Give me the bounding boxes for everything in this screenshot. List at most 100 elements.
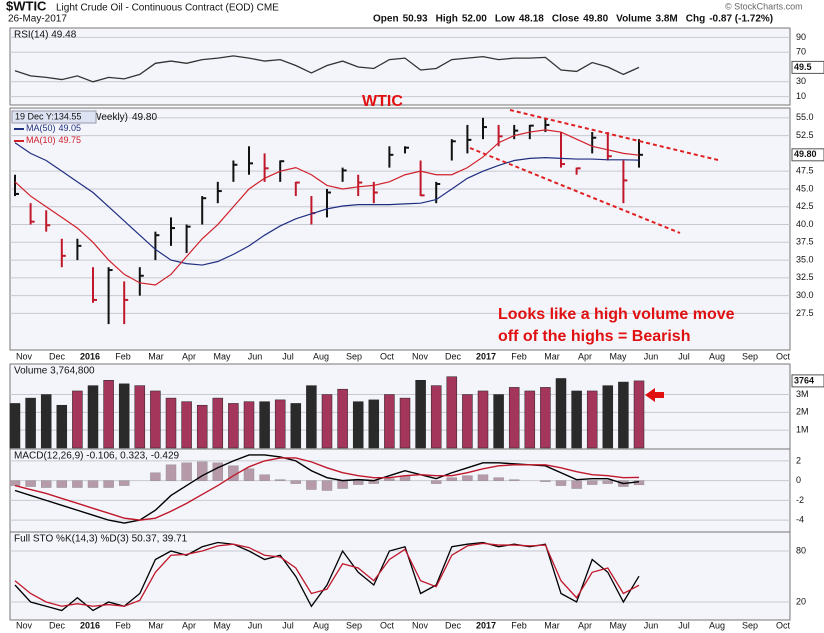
tooltip: 19 Dec Y:134.55 [15,111,81,121]
histogram-bar [384,478,395,481]
volume-bar [384,394,395,449]
histogram-bar [87,480,99,488]
volume-bar [618,381,629,449]
quote-label: Chg [686,14,705,25]
volume-bar [446,376,458,449]
macd-panel [9,448,791,533]
y-tick-label: 45.0 [796,183,814,193]
volume-bar [196,404,208,449]
histogram-bar [56,480,67,488]
x-tick-label: Sep [742,351,758,361]
y-tick-label: 32.5 [796,272,814,282]
quote-value: 49.80 [583,14,608,25]
x-tick-label: Mar [544,620,560,630]
volume-bar [508,387,520,449]
volume-bar [212,397,224,449]
arrow [645,388,664,402]
x-tick-label: Dec [49,620,66,630]
histogram-bar [321,480,333,491]
copyright: © StockCharts.com [725,1,803,11]
y-tick-label: 40.0 [796,219,814,229]
y-tick-label: 0 [796,475,801,485]
quote-value: 50.93 [403,14,428,25]
legend-name: MA(50) [26,123,56,133]
x-tick-label: Nov [16,351,33,361]
x-tick-label: Oct [380,351,395,361]
last-value-label: 49.5 [794,62,812,72]
volume-bar [165,397,177,449]
x-tick-label: Dec [445,351,462,361]
y-tick-label: 37.5 [796,237,814,247]
x-tick-label: Jun [644,620,659,630]
y-tick-label: 2 [796,455,801,465]
x-tick-label: Aug [313,351,329,361]
legend-entry: MA(10) 49.75 [26,135,81,145]
volume-bar [430,385,442,449]
x-tick-label: Jun [248,351,263,361]
legend-value: 49.80 [132,112,157,123]
volume-bar [118,383,130,449]
histogram-bar [477,474,489,481]
annotation: off of the highs = Bearish [498,328,690,345]
x-tick-label: Nov [412,351,429,361]
y-tick-label: 20 [796,596,806,606]
quote-label: High [436,14,458,25]
volume-bar [586,390,598,449]
histogram-bar [431,480,442,484]
y-tick-label: 35.0 [796,254,814,264]
series-line [14,542,640,607]
histogram-bar [212,462,224,481]
quote-value: 3.8M [656,14,678,25]
y-tick-label: 52.5 [796,130,814,140]
x-tick-label: Oct [380,620,395,630]
x-tick-label: Dec [49,351,66,361]
volume-bar [477,390,489,449]
volume-bar [72,390,83,449]
y-tick-label: 42.5 [796,201,814,211]
volume-bar [228,403,239,449]
x-tick-label: Aug [709,351,725,361]
legend-name: MA(10) [26,135,56,145]
histogram-bar [602,480,613,484]
last-value-box [791,374,824,388]
x-tick-label: Nov [412,620,429,630]
y-tick-label: 55.0 [796,112,814,122]
x-tick-label: Mar [148,620,164,630]
y-tick-label: 2M [796,407,809,417]
panel-title: RSI(14) 49.48 [14,30,77,41]
volume-bar [493,394,504,449]
histogram-bar [337,480,348,489]
x-tick-label: Jul [678,351,690,361]
y-tick-label: 10 [796,91,806,101]
x-tick-label: Mar [544,351,560,361]
volume-bar [399,397,411,449]
x-tick-label: May [609,351,627,361]
volume-bar [306,385,317,449]
tooltip-box [11,110,97,124]
histogram-bar [306,480,317,490]
x-tick-label: Feb [115,620,131,630]
volume-bar [40,394,52,449]
volume-bar [524,390,536,449]
series-line [14,142,640,266]
volume-bar [602,385,614,449]
x-tick-label: Jun [644,351,659,361]
volume-bar [571,390,582,449]
volume-bar [103,380,114,449]
x-tick-label: Jul [678,620,690,630]
histogram-bar [181,462,192,481]
x-tick-label: Sep [346,351,362,361]
histogram-bar [196,461,208,481]
histogram-bar [103,480,114,488]
series-line [14,129,640,286]
last-value-box [791,148,824,162]
volume-bar [462,394,473,449]
x-tick-label: May [609,620,627,630]
volume-bar [243,401,255,449]
x-tick-label: May [213,620,231,630]
trend-line [469,147,681,234]
x-tick-label: Sep [346,620,362,630]
volume-bar [290,403,302,449]
y-tick-label: 27.5 [796,308,814,318]
x-tick-label: Apr [182,620,196,630]
